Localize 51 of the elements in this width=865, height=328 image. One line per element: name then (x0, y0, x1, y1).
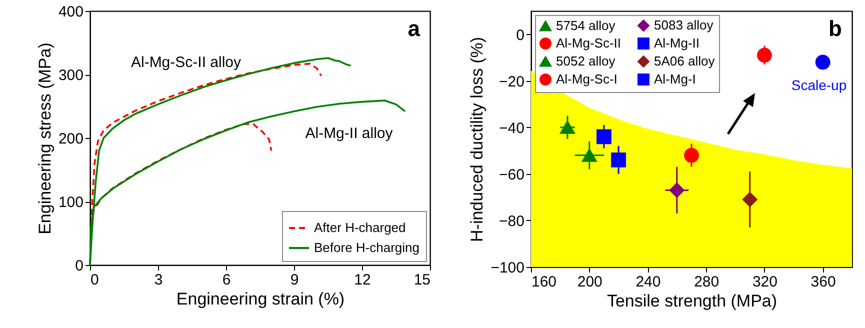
y-tick-label: −80 (499, 212, 524, 230)
y-tick-label: 400 (58, 4, 84, 20)
x-tick-label: 240 (636, 274, 661, 290)
legend-label: Al-Mg-Sc-I (556, 72, 618, 86)
x-tick-label: 320 (752, 274, 778, 290)
x-axis-title: Engineering strain (%) (176, 290, 345, 308)
y-tick-label: 300 (58, 67, 84, 84)
legend-label: Al-Mg-Sc-II (556, 36, 621, 50)
y-tick-label: 0 (516, 26, 524, 44)
y-tick-label: −60 (499, 166, 524, 184)
y-tick-label: −20 (499, 73, 524, 90)
legend-label: After H-charged (314, 220, 406, 235)
legend-label: Al-Mg-II (654, 36, 700, 50)
x-tick-label: 9 (290, 272, 299, 288)
point (560, 120, 575, 134)
point (815, 54, 830, 70)
legend-label: Before H-charging (314, 240, 420, 255)
y-tick-label: 0 (75, 258, 84, 274)
annotation: Al-Mg-II alloy (305, 125, 394, 142)
annotation: b (828, 16, 842, 41)
point (596, 129, 612, 144)
point (611, 152, 626, 168)
y-tick-label: 200 (58, 130, 84, 148)
x-tick-label: 6 (222, 272, 231, 288)
x-tick-label: 200 (577, 274, 602, 290)
x-tick-label: 0 (90, 272, 99, 288)
x-tick-label: 160 (532, 274, 557, 290)
y-tick-label: −100 (490, 260, 524, 276)
annotation: a (408, 16, 421, 41)
legend-label: 5052 alloy (556, 54, 616, 68)
x-axis-title: Tensile strength (MPa) (606, 292, 778, 310)
legend-label: 5083 alloy (654, 18, 714, 33)
point (582, 148, 597, 162)
annotation: Al-Mg-Sc-II alloy (130, 54, 242, 71)
point (756, 48, 772, 63)
annotation: Scale-up (791, 77, 847, 93)
legend-label: 5754 alloy (556, 18, 616, 33)
x-tick-label: 15 (414, 272, 430, 288)
point (684, 148, 699, 163)
y-tick-label: −40 (499, 120, 524, 137)
point (669, 182, 684, 198)
y-tick-label: 100 (58, 194, 84, 211)
x-tick-label: 280 (694, 274, 720, 290)
legend-label: 5A06 alloy (654, 54, 716, 68)
x-tick-label: 360 (810, 274, 836, 290)
x-tick-label: 3 (154, 272, 163, 288)
point (742, 192, 758, 207)
y-axis-title: Engineering stress (MPa) (35, 42, 54, 234)
y-axis-title: H-induced ductility loss (%) (468, 36, 487, 242)
x-tick-label: 12 (354, 272, 371, 288)
legend-label: Al-Mg-I (654, 72, 696, 86)
